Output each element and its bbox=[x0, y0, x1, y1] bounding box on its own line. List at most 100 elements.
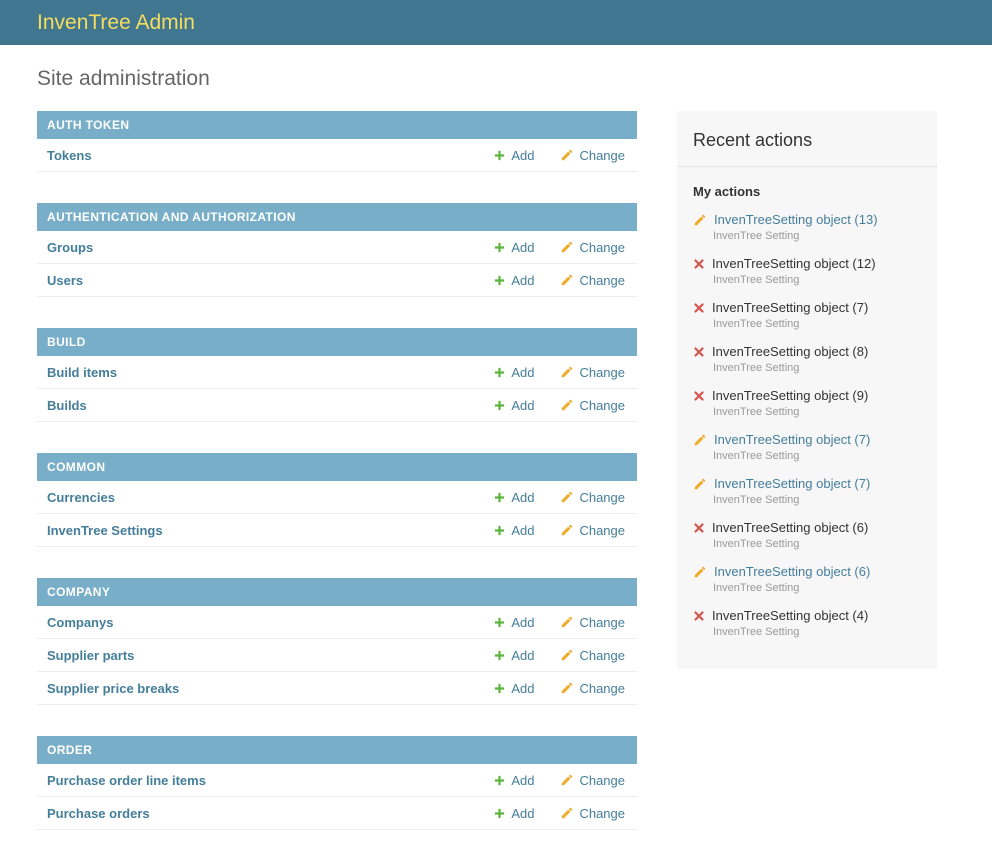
cross-icon bbox=[693, 302, 705, 314]
change-link[interactable]: Change bbox=[560, 523, 625, 538]
recent-action-item: InvenTreeSetting object (8) InvenTree Set… bbox=[677, 337, 937, 381]
add-link-label: Add bbox=[511, 272, 535, 288]
row-actions: Add Change bbox=[493, 523, 625, 538]
model-link[interactable]: Users bbox=[47, 272, 84, 288]
add-link[interactable]: Add bbox=[493, 273, 534, 288]
add-link[interactable]: Add bbox=[493, 648, 534, 663]
recent-action-label: InvenTreeSetting object (9) bbox=[712, 388, 869, 403]
module-caption: COMMON bbox=[37, 453, 637, 481]
add-link[interactable]: Add bbox=[493, 523, 534, 538]
module-caption: COMPANY bbox=[37, 578, 637, 606]
change-link[interactable]: Change bbox=[560, 490, 625, 505]
add-link-label: Add bbox=[511, 647, 535, 663]
pencil-icon bbox=[560, 806, 574, 820]
recent-action-line: InvenTreeSetting object (6) bbox=[693, 520, 921, 535]
recent-action-line: InvenTreeSetting object (9) bbox=[693, 388, 921, 403]
model-row: InvenTree Settings Add Change bbox=[37, 514, 637, 547]
model-link[interactable]: Supplier parts bbox=[47, 647, 135, 663]
add-link-label: Add bbox=[511, 364, 535, 380]
add-link-label: Add bbox=[511, 522, 535, 538]
add-link[interactable]: Add bbox=[493, 806, 534, 821]
add-link[interactable]: Add bbox=[493, 615, 534, 630]
add-link[interactable]: Add bbox=[493, 365, 534, 380]
change-link[interactable]: Change bbox=[560, 681, 625, 696]
pencil-icon bbox=[560, 398, 574, 412]
recent-action-line: InvenTreeSetting object (7) bbox=[693, 300, 921, 315]
add-link[interactable]: Add bbox=[493, 148, 534, 163]
change-link-label: Change bbox=[579, 489, 625, 505]
model-link[interactable]: Groups bbox=[47, 239, 94, 255]
model-link[interactable]: Supplier price breaks bbox=[47, 680, 180, 696]
recent-action-item: InvenTreeSetting object (4) InvenTree Set… bbox=[677, 601, 937, 645]
plus-icon bbox=[493, 616, 506, 629]
recent-action-sublabel: InvenTree Setting bbox=[713, 406, 800, 418]
model-link[interactable]: Purchase order line items bbox=[47, 772, 206, 788]
row-actions: Add Change bbox=[493, 806, 625, 821]
recent-action-sublabel: InvenTree Setting bbox=[713, 494, 800, 506]
pencil-icon bbox=[560, 523, 574, 537]
change-link[interactable]: Change bbox=[560, 648, 625, 663]
page-content: Site administration AUTH TOKEN Tokens Add C… bbox=[0, 67, 992, 861]
model-link[interactable]: Tokens bbox=[47, 147, 92, 163]
add-link-label: Add bbox=[511, 147, 535, 163]
change-link[interactable]: Change bbox=[560, 773, 625, 788]
add-link[interactable]: Add bbox=[493, 773, 534, 788]
change-link-label: Change bbox=[579, 647, 625, 663]
change-link[interactable]: Change bbox=[560, 365, 625, 380]
row-actions: Add Change bbox=[493, 648, 625, 663]
model-link[interactable]: Purchase orders bbox=[47, 805, 150, 821]
change-link-label: Change bbox=[579, 397, 625, 413]
module-caption: AUTHENTICATION AND AUTHORIZATION bbox=[37, 203, 637, 231]
model-row: Supplier price breaks Add Change bbox=[37, 672, 637, 705]
site-title-link[interactable]: InvenTree Admin bbox=[37, 10, 195, 34]
plus-icon bbox=[493, 774, 506, 787]
add-link[interactable]: Add bbox=[493, 490, 534, 505]
recent-action-link[interactable]: InvenTreeSetting object (13) bbox=[714, 212, 878, 227]
pencil-icon bbox=[560, 773, 574, 787]
my-actions-label: My actions bbox=[693, 184, 761, 199]
row-actions: Add Change bbox=[493, 681, 625, 696]
change-link-label: Change bbox=[579, 272, 625, 288]
model-row: Groups Add Change bbox=[37, 231, 637, 264]
plus-icon bbox=[493, 649, 506, 662]
recent-action-item: InvenTreeSetting object (6) InvenTree Set… bbox=[677, 513, 937, 557]
row-actions: Add Change bbox=[493, 273, 625, 288]
recent-action-link[interactable]: InvenTreeSetting object (7) bbox=[714, 476, 871, 491]
cross-icon bbox=[693, 390, 705, 402]
module: BUILD Build items Add Change Builds Add Change bbox=[37, 328, 637, 422]
change-link-label: Change bbox=[579, 614, 625, 630]
cross-icon bbox=[693, 522, 705, 534]
module-caption: BUILD bbox=[37, 328, 637, 356]
model-link[interactable]: Currencies bbox=[47, 489, 115, 505]
add-link[interactable]: Add bbox=[493, 240, 534, 255]
cross-icon bbox=[693, 610, 705, 622]
change-link[interactable]: Change bbox=[560, 273, 625, 288]
model-row: Purchase order line items Add Change bbox=[37, 764, 637, 797]
add-link-label: Add bbox=[511, 680, 535, 696]
change-link[interactable]: Change bbox=[560, 615, 625, 630]
recent-action-link[interactable]: InvenTreeSetting object (6) bbox=[714, 564, 871, 579]
recent-action-item: InvenTreeSetting object (9) InvenTree Set… bbox=[677, 381, 937, 425]
model-link[interactable]: InvenTree Settings bbox=[47, 522, 163, 538]
model-link[interactable]: Companys bbox=[47, 614, 114, 630]
add-link[interactable]: Add bbox=[493, 681, 534, 696]
model-link[interactable]: Build items bbox=[47, 364, 118, 380]
model-row: Purchase orders Add Change bbox=[37, 797, 637, 830]
recent-action-sublabel: InvenTree Setting bbox=[713, 318, 800, 330]
change-link-label: Change bbox=[579, 147, 625, 163]
admin-modules: AUTH TOKEN Tokens Add Change AUTHENTICATION … bbox=[37, 111, 637, 861]
add-link[interactable]: Add bbox=[493, 398, 534, 413]
change-link[interactable]: Change bbox=[560, 398, 625, 413]
plus-icon bbox=[493, 149, 506, 162]
change-link[interactable]: Change bbox=[560, 806, 625, 821]
pencil-icon bbox=[560, 490, 574, 504]
page-title: Site administration bbox=[37, 67, 210, 90]
app-header: InvenTree Admin bbox=[0, 0, 992, 45]
module-caption: ORDER bbox=[37, 736, 637, 764]
model-link[interactable]: Builds bbox=[47, 397, 87, 413]
change-link[interactable]: Change bbox=[560, 148, 625, 163]
change-link[interactable]: Change bbox=[560, 240, 625, 255]
module: AUTH TOKEN Tokens Add Change bbox=[37, 111, 637, 172]
recent-action-link[interactable]: InvenTreeSetting object (7) bbox=[714, 432, 871, 447]
cross-icon bbox=[693, 258, 705, 270]
